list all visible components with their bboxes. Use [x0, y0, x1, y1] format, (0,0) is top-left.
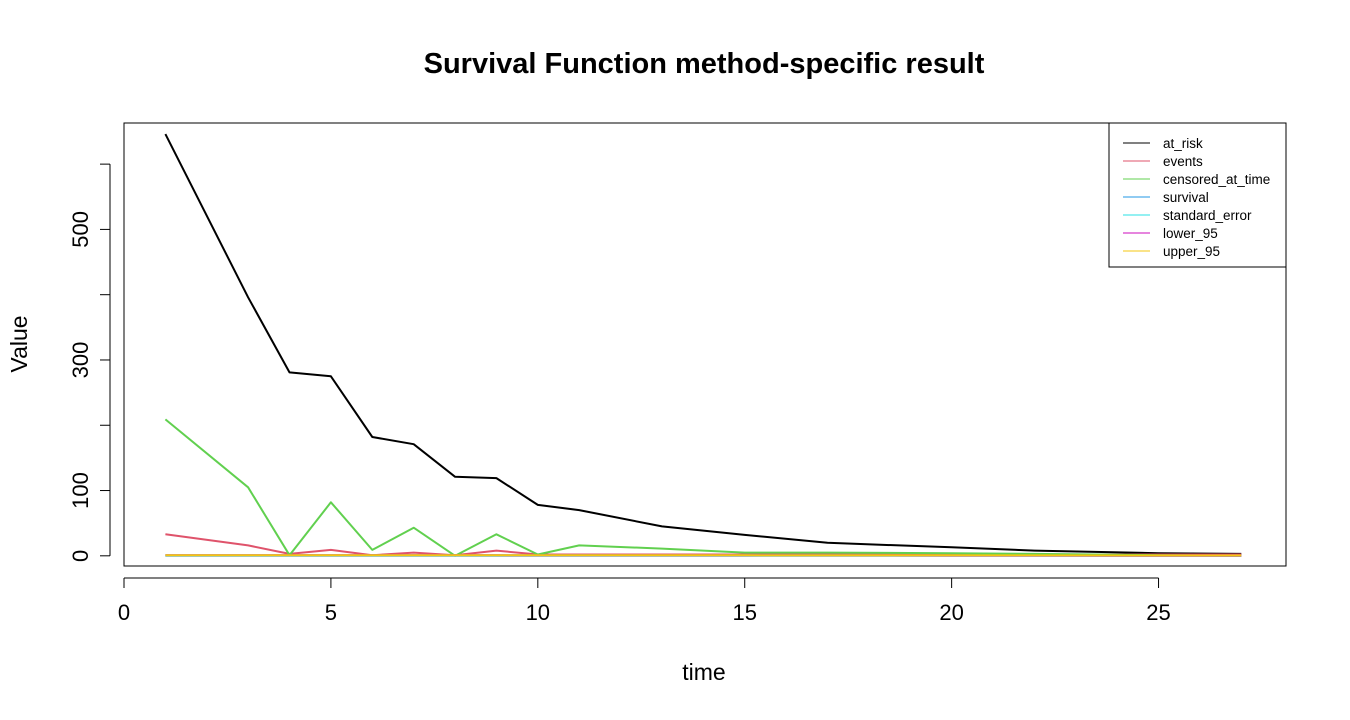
legend-label: upper_95 [1163, 244, 1220, 259]
plot-frame [123, 122, 1287, 567]
x-tick-label: 15 [732, 600, 756, 625]
y-tick-label: 500 [68, 211, 93, 248]
x-tick-label: 0 [118, 600, 130, 625]
x-axis-label: time [682, 659, 725, 685]
legend-label: censored_at_time [1163, 172, 1270, 187]
legend-label: events [1163, 154, 1203, 169]
series-line-at-risk [164, 133, 1242, 555]
legend-label: standard_error [1163, 208, 1252, 223]
x-axis: 0 5 10 15 20 25 [118, 577, 1171, 625]
legend-label: at_risk [1163, 136, 1203, 151]
legend-box [1108, 122, 1287, 268]
legend-label: lower_95 [1163, 226, 1218, 241]
series-line-censored-at-time [164, 418, 1242, 557]
x-tick-label: 5 [325, 600, 337, 625]
y-axis-label: Value [6, 315, 32, 372]
y-tick-label: 0 [68, 550, 93, 562]
x-tick-label: 25 [1146, 600, 1170, 625]
y-axis: 0 100 300 500 [68, 163, 111, 562]
series-lines [164, 133, 1242, 557]
legend-label: survival [1163, 190, 1209, 205]
chart-title: Survival Function method-specific result [424, 48, 985, 80]
y-tick-label: 300 [68, 342, 93, 379]
x-tick-label: 20 [939, 600, 963, 625]
y-tick-label: 100 [68, 472, 93, 509]
x-tick-label: 10 [526, 600, 550, 625]
